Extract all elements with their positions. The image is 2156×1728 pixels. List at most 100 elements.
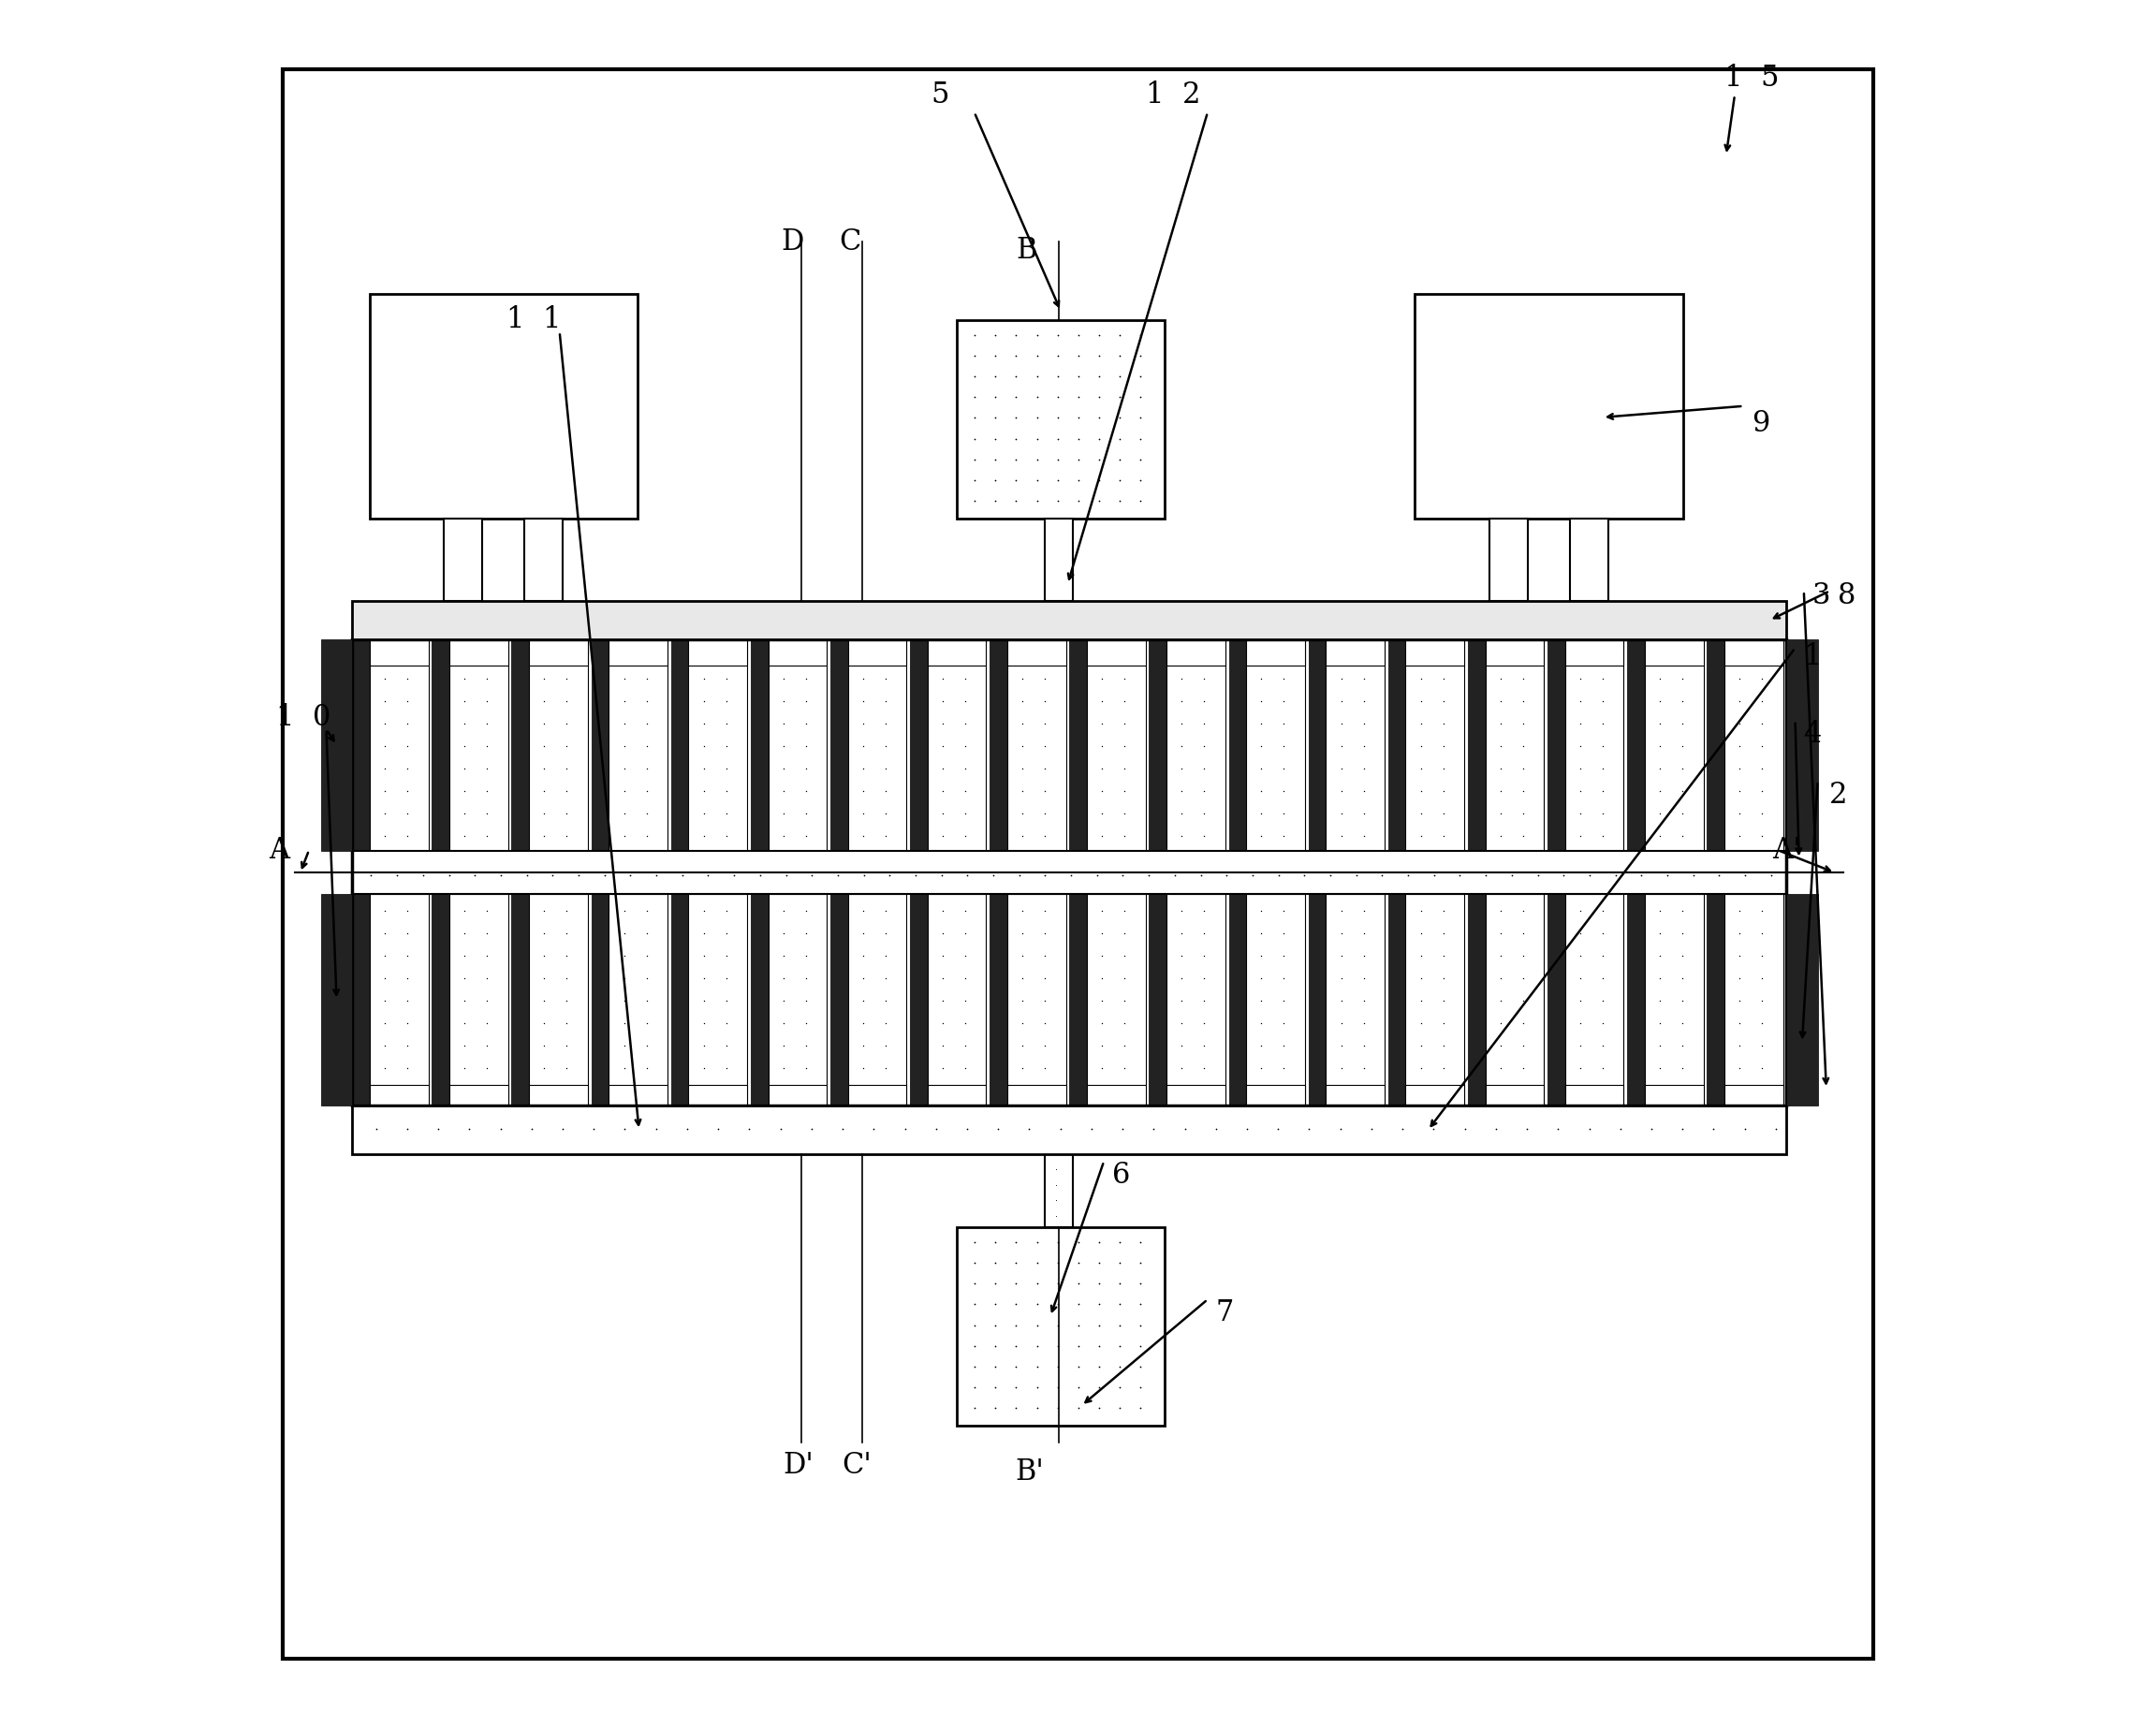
Bar: [1570, 518, 1608, 601]
Bar: [448, 1085, 509, 1106]
Bar: [1326, 639, 1384, 852]
Bar: [1246, 639, 1304, 665]
Bar: [528, 639, 589, 852]
Bar: [369, 639, 429, 665]
Bar: [1166, 1085, 1225, 1106]
Bar: [688, 895, 748, 1106]
Bar: [1406, 1085, 1464, 1106]
Bar: [1166, 895, 1225, 1106]
Bar: [1388, 895, 1406, 1106]
Bar: [750, 895, 768, 1106]
Bar: [1725, 1085, 1783, 1106]
Bar: [321, 639, 351, 852]
Bar: [1565, 639, 1623, 665]
Bar: [369, 639, 429, 852]
Bar: [1485, 639, 1544, 665]
Text: 1  0: 1 0: [276, 703, 332, 731]
Bar: [1388, 852, 1406, 895]
Bar: [1326, 895, 1384, 1106]
Bar: [524, 518, 563, 601]
Text: 1  5: 1 5: [1725, 64, 1779, 92]
Bar: [1046, 1154, 1074, 1227]
Bar: [431, 852, 448, 895]
Bar: [1309, 852, 1326, 895]
Bar: [990, 639, 1007, 852]
Bar: [351, 639, 1787, 1106]
Bar: [1007, 639, 1065, 852]
Bar: [1007, 639, 1065, 665]
Bar: [1246, 1085, 1304, 1106]
Bar: [1229, 639, 1246, 852]
Bar: [1166, 639, 1225, 665]
Bar: [1565, 1085, 1623, 1106]
Bar: [1309, 639, 1326, 852]
Bar: [1485, 1085, 1544, 1106]
Bar: [448, 639, 509, 665]
Bar: [608, 639, 668, 665]
Bar: [608, 895, 668, 1106]
Bar: [1725, 895, 1783, 1106]
Bar: [671, 895, 688, 1106]
Bar: [768, 1085, 828, 1106]
Bar: [768, 639, 828, 852]
Bar: [1485, 895, 1544, 1106]
Bar: [1708, 895, 1725, 1106]
Text: B: B: [1015, 237, 1037, 264]
Bar: [957, 1227, 1164, 1426]
Bar: [1087, 1085, 1145, 1106]
Bar: [671, 852, 688, 895]
Text: 9: 9: [1751, 410, 1770, 437]
Bar: [1069, 639, 1087, 852]
Bar: [448, 895, 509, 1106]
Bar: [351, 601, 1787, 639]
Bar: [1007, 895, 1065, 1106]
Bar: [750, 852, 768, 895]
Bar: [768, 895, 828, 1106]
Text: A: A: [270, 836, 289, 864]
Bar: [671, 639, 688, 852]
Text: 6: 6: [1112, 1161, 1130, 1189]
Bar: [1468, 639, 1485, 852]
Bar: [1414, 294, 1684, 518]
Text: 7: 7: [1216, 1299, 1233, 1327]
Bar: [847, 639, 906, 852]
Bar: [688, 639, 748, 852]
Bar: [990, 895, 1007, 1106]
Bar: [1725, 639, 1783, 665]
Bar: [1326, 639, 1384, 665]
Bar: [1645, 895, 1703, 1106]
Bar: [1628, 895, 1645, 1106]
Bar: [1046, 518, 1074, 601]
Text: C': C': [843, 1452, 871, 1479]
Bar: [448, 639, 509, 852]
Bar: [528, 1085, 589, 1106]
Bar: [957, 320, 1164, 518]
Bar: [528, 895, 589, 1106]
Bar: [444, 518, 483, 601]
Bar: [1725, 639, 1783, 852]
Bar: [1406, 639, 1464, 665]
Bar: [927, 895, 985, 1106]
Bar: [1468, 895, 1485, 1106]
Bar: [927, 639, 985, 665]
Bar: [1708, 852, 1725, 895]
Bar: [847, 639, 906, 665]
Bar: [1149, 639, 1166, 852]
Text: D: D: [780, 228, 804, 256]
Bar: [369, 1085, 429, 1106]
Text: B': B': [1015, 1458, 1044, 1486]
Bar: [1628, 639, 1645, 852]
Bar: [1468, 852, 1485, 895]
Text: 4: 4: [1802, 721, 1822, 748]
Bar: [1548, 895, 1565, 1106]
Bar: [608, 1085, 668, 1106]
Bar: [1787, 639, 1818, 852]
Bar: [608, 639, 668, 852]
Bar: [1548, 852, 1565, 895]
Bar: [1406, 639, 1464, 852]
Bar: [830, 639, 847, 852]
Bar: [351, 895, 369, 1106]
Bar: [1087, 639, 1145, 852]
Bar: [591, 852, 608, 895]
Bar: [1069, 852, 1087, 895]
